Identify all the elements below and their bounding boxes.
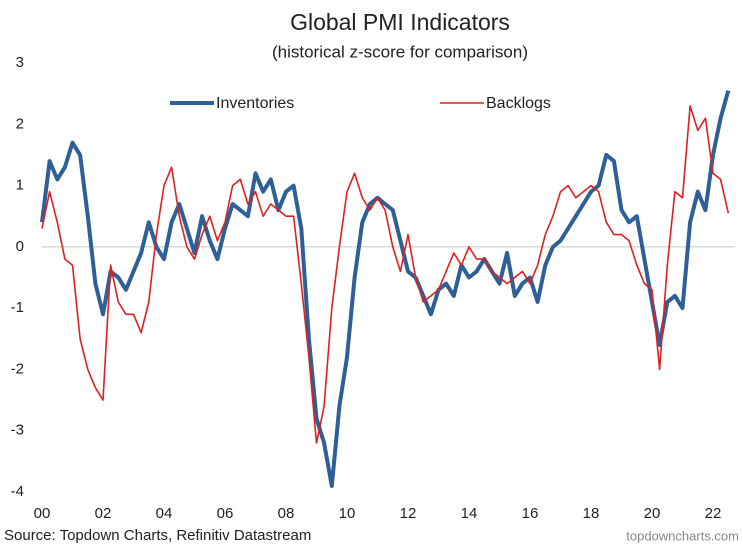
x-tick-label: 02 — [95, 505, 112, 522]
series-line — [41, 105, 730, 444]
y-tick-label: -2 — [11, 360, 24, 377]
x-tick-label: 12 — [400, 505, 417, 522]
x-tick-label: 04 — [156, 505, 173, 522]
y-tick-label: 3 — [16, 54, 24, 71]
y-tick-label: 2 — [16, 115, 24, 132]
x-tick-label: 10 — [339, 505, 356, 522]
x-tick-label: 22 — [705, 505, 722, 522]
chart-title: Global PMI Indicators — [290, 9, 510, 35]
x-tick-label: 20 — [644, 505, 661, 522]
x-tick-label: 18 — [583, 505, 600, 522]
watermark: topdowncharts.com — [626, 528, 739, 543]
y-tick-label: -3 — [11, 422, 24, 439]
legend-label: Inventories — [216, 95, 294, 112]
y-tick-label: -1 — [11, 299, 24, 316]
y-tick-label: -4 — [11, 483, 24, 500]
source-note: Source: Topdown Charts, Refinitiv Datast… — [4, 527, 311, 544]
x-tick-label: 00 — [34, 505, 51, 522]
y-tick-label: 0 — [16, 238, 24, 255]
series-line — [40, 90, 731, 488]
x-tick-label: 08 — [278, 505, 295, 522]
y-tick-label: 1 — [16, 177, 24, 194]
legend-label: Backlogs — [486, 95, 551, 112]
x-tick-label: 14 — [461, 505, 478, 522]
x-tick-label: 06 — [217, 505, 234, 522]
x-tick-label: 16 — [522, 505, 539, 522]
chart-subtitle: (historical z-score for comparison) — [272, 42, 528, 61]
